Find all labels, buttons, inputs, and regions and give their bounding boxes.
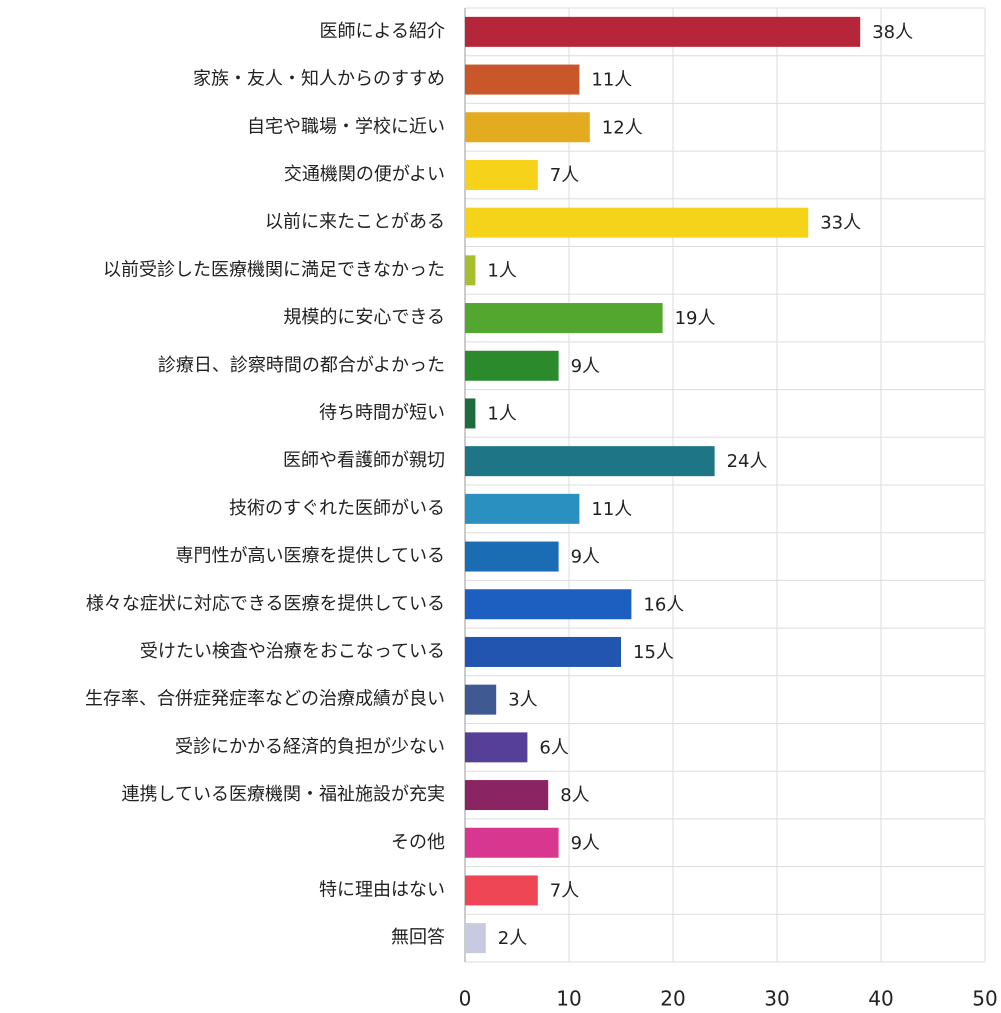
x-tick-label: 10	[556, 987, 581, 1011]
bar	[465, 255, 476, 286]
y-tick-label: 医師や看護師が親切	[283, 450, 445, 471]
bar	[465, 207, 809, 238]
y-tick-label: 連携している医療機関・福祉施設が充実	[122, 784, 445, 805]
value-label: 1人	[487, 260, 516, 281]
value-label: 1人	[487, 403, 516, 424]
bar	[465, 780, 549, 811]
y-tick-label: その他	[391, 832, 445, 853]
y-tick-label: 待ち時間が短い	[319, 402, 445, 423]
bar	[465, 684, 497, 715]
x-tick-label: 20	[660, 987, 685, 1011]
value-label: 9人	[571, 833, 600, 854]
bar	[465, 875, 538, 906]
y-tick-label: 自宅や職場・学校に近い	[247, 116, 445, 137]
y-tick-label: 以前に来たことがある	[265, 212, 445, 233]
value-label: 3人	[508, 690, 537, 711]
y-tick-label: 規模的に安心できる	[283, 307, 445, 328]
bar	[465, 398, 476, 429]
bar	[465, 303, 663, 334]
bar	[465, 112, 590, 143]
y-tick-label: 技術のすぐれた医師がいる	[229, 498, 445, 519]
bar	[465, 732, 528, 763]
value-label: 11人	[591, 70, 632, 91]
bar	[465, 64, 580, 95]
value-label: 15人	[633, 642, 674, 663]
y-tick-label: 家族・友人・知人からのすすめ	[193, 69, 445, 90]
x-tick-label: 30	[764, 987, 789, 1011]
y-tick-label: 受診にかかる経済的負担が少ない	[175, 736, 445, 757]
value-label: 24人	[727, 451, 768, 472]
value-label: 9人	[571, 356, 600, 377]
bar	[465, 827, 559, 858]
bar	[465, 923, 486, 954]
value-label: 12人	[602, 117, 643, 138]
value-label: 8人	[560, 785, 589, 806]
y-tick-label: 専門性が高い医療を提供している	[176, 546, 445, 567]
x-tick-label: 40	[868, 987, 893, 1011]
bar	[465, 446, 715, 477]
bar	[465, 16, 861, 47]
y-tick-label: 様々な症状に対応できる医療を提供している	[86, 593, 445, 614]
value-label: 6人	[539, 737, 568, 758]
y-tick-label: 特に理由はない	[319, 879, 445, 900]
value-label: 11人	[591, 499, 632, 520]
value-label: 2人	[498, 928, 527, 949]
bar	[465, 350, 559, 381]
value-label: 33人	[820, 213, 861, 234]
bar	[465, 589, 632, 620]
value-label: 19人	[675, 308, 716, 329]
y-tick-label: 以前受診した医療機関に満足できなかった	[103, 259, 445, 280]
value-label: 38人	[872, 22, 913, 43]
bar	[465, 493, 580, 524]
y-tick-label: 医師による紹介	[320, 21, 445, 42]
y-tick-label: 交通機関の便がよい	[284, 164, 445, 185]
x-tick-label: 50	[972, 987, 997, 1011]
value-label: 7人	[550, 880, 579, 901]
value-label: 7人	[550, 165, 579, 186]
bar	[465, 541, 559, 572]
y-tick-label: 診療日、診察時間の都合がよかった	[158, 355, 445, 376]
value-label: 9人	[571, 547, 600, 568]
y-tick-label: 生存率、合併症発症率などの治療成績が良い	[85, 689, 445, 710]
bar	[465, 636, 621, 667]
x-tick-label: 0	[459, 987, 472, 1011]
value-label: 16人	[643, 594, 684, 615]
y-tick-label: 無回答	[391, 927, 445, 948]
bar	[465, 159, 538, 190]
y-tick-label: 受けたい検査や治療をおこなっている	[140, 641, 445, 662]
